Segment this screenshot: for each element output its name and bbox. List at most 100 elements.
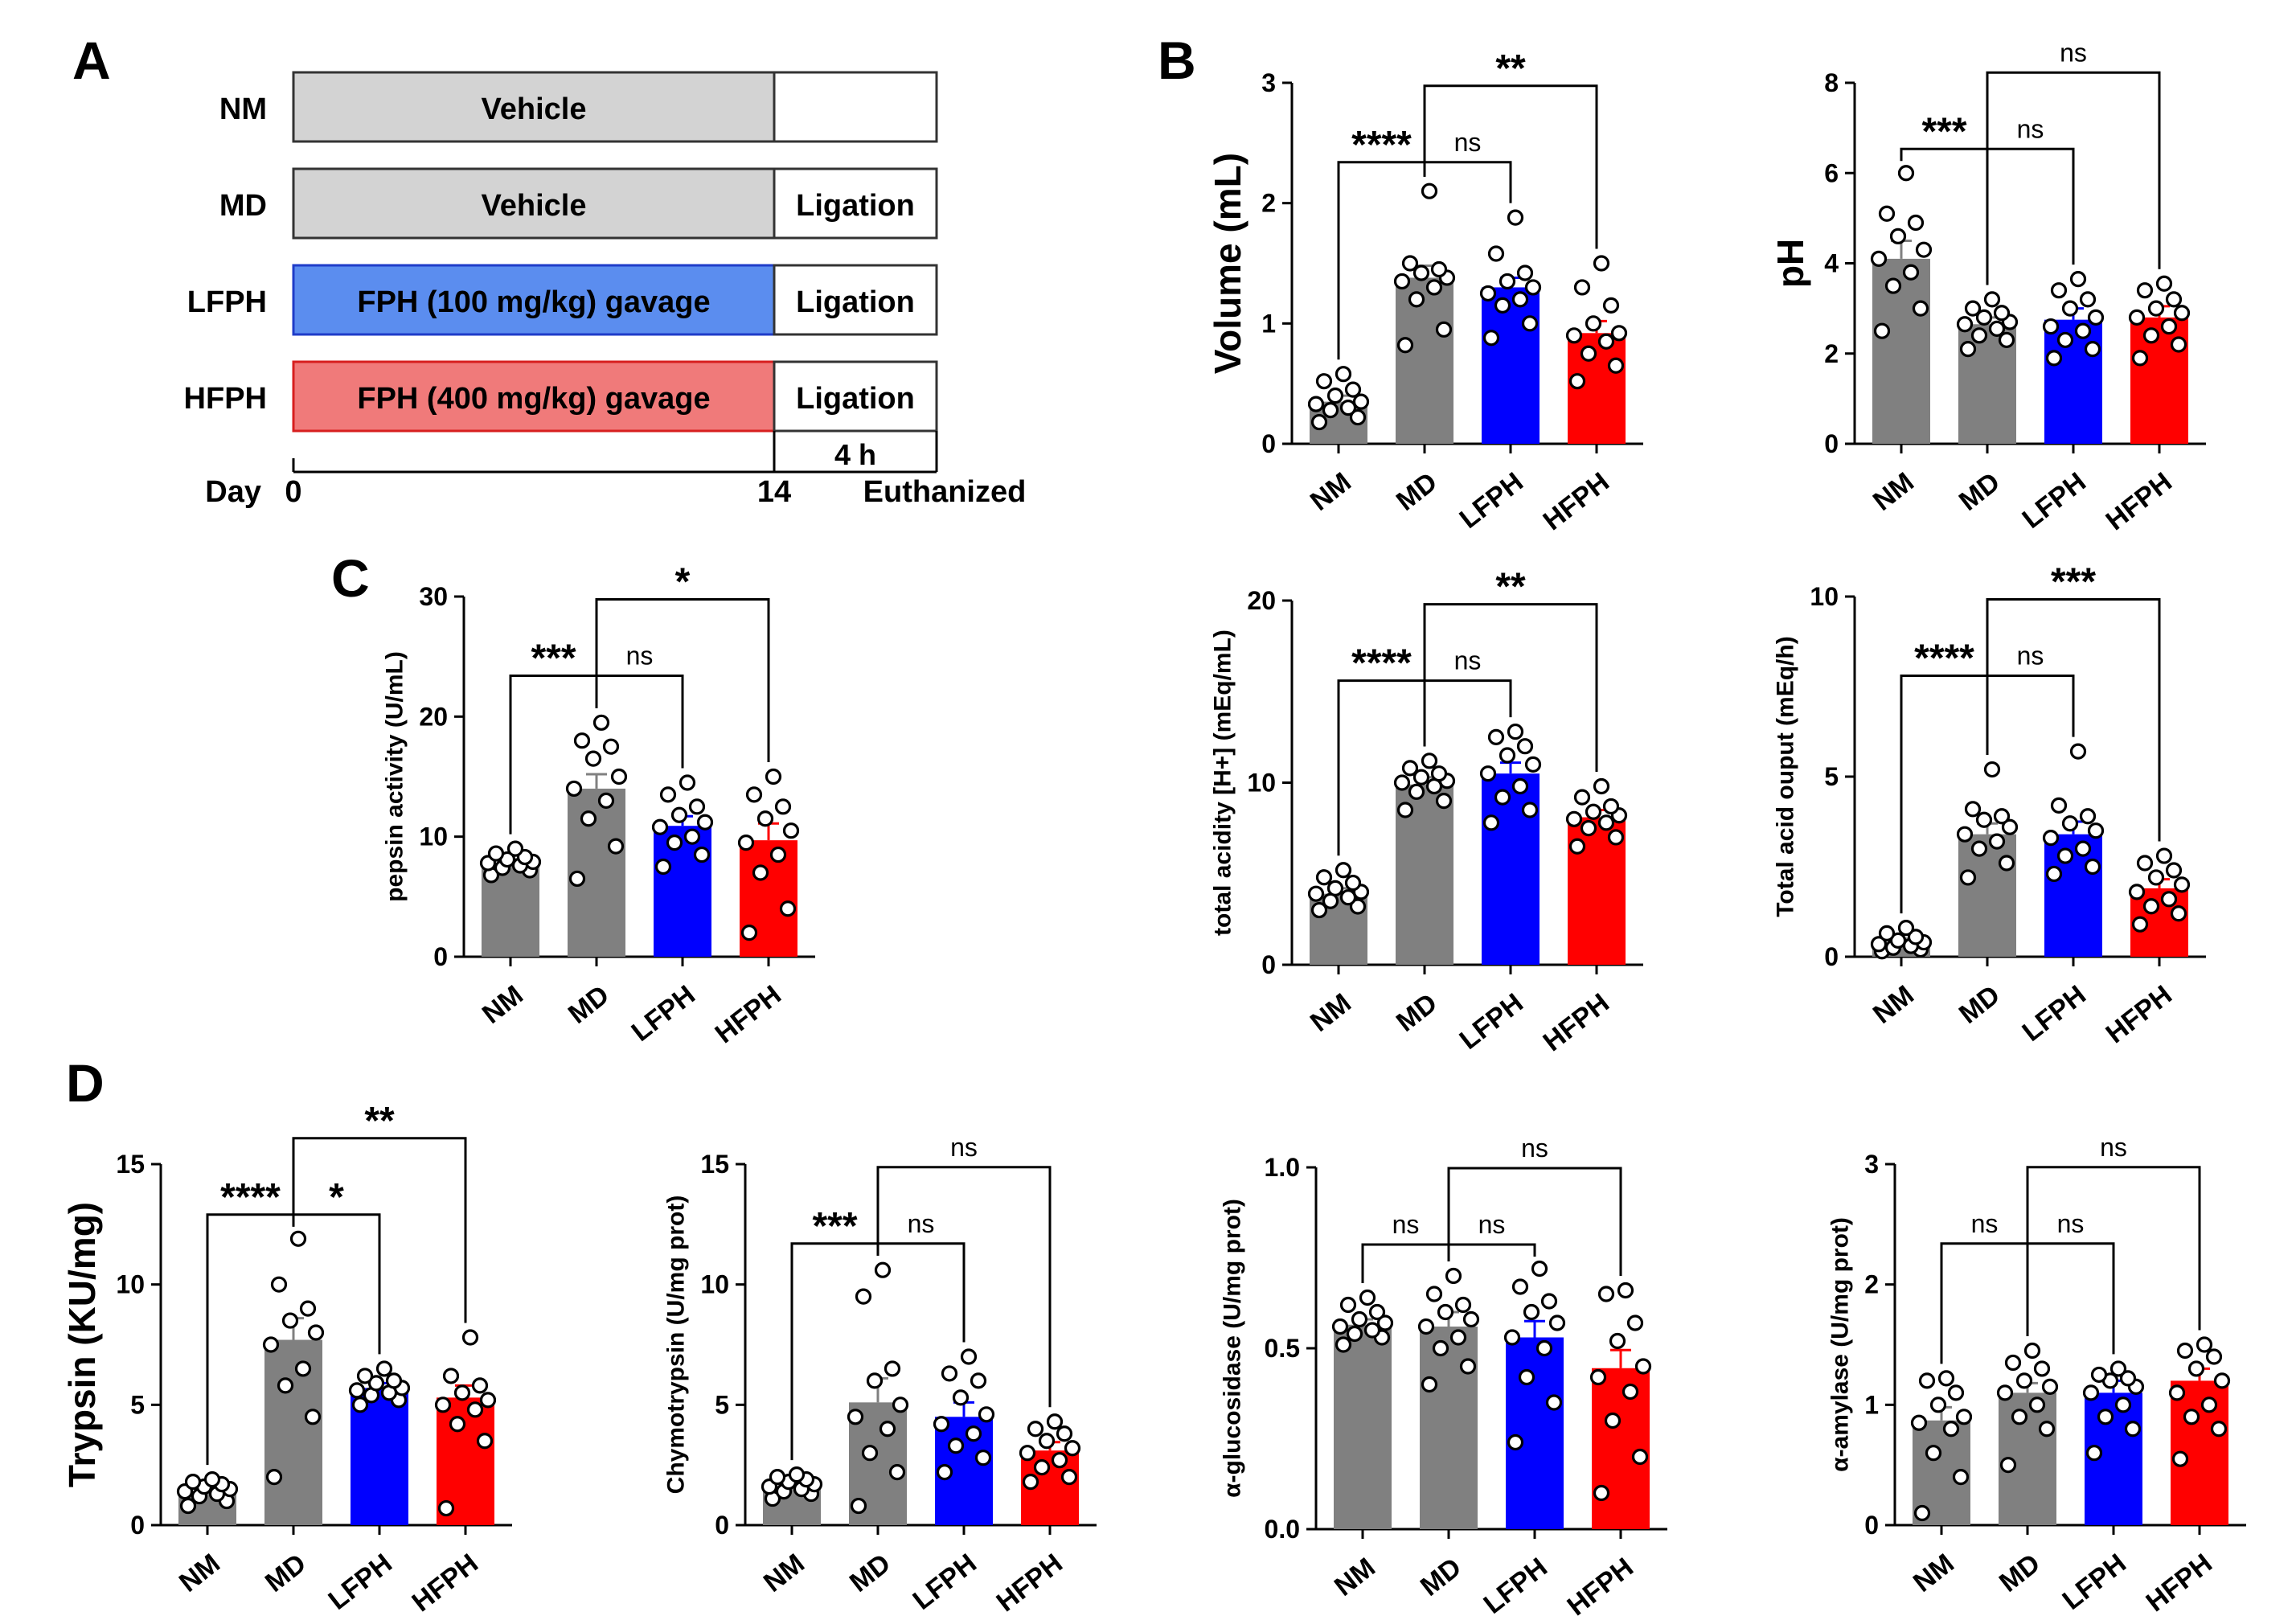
- data-point: [1511, 1278, 1529, 1295]
- data-point: [941, 1365, 958, 1382]
- y-tick-label: 10: [1247, 769, 1276, 798]
- data-point: [461, 1329, 479, 1346]
- data-point: [1593, 1484, 1610, 1502]
- significance-label: ***: [812, 1205, 857, 1248]
- protocol-treatment-label: Vehicle: [482, 189, 587, 223]
- significance-bracket: [876, 1166, 1052, 1408]
- data-point: [1479, 765, 1497, 782]
- data-point: [1310, 901, 1328, 919]
- data-point: [1925, 1445, 1942, 1462]
- data-point: [1983, 761, 2001, 778]
- bar-md: [1958, 834, 2016, 957]
- x-tick-label: LFPH: [323, 1548, 398, 1616]
- significance-label: ****: [1914, 638, 1974, 680]
- x-tick-label: LFPH: [1454, 987, 1529, 1056]
- data-point: [2142, 327, 2160, 344]
- data-point: [2015, 1372, 2033, 1389]
- y-axis-label: total acidity [H+] (mEq/mL): [1210, 630, 1236, 936]
- y-tick-label: 10: [1810, 582, 1839, 611]
- data-point: [1597, 814, 1615, 831]
- bar-nm: [1334, 1324, 1392, 1529]
- data-point: [573, 732, 591, 749]
- y-axis-label: Volume (mL): [1207, 153, 1248, 374]
- data-point: [774, 798, 792, 815]
- data-point: [884, 1360, 901, 1377]
- data-point: [2147, 300, 2165, 317]
- data-point: [1349, 408, 1367, 426]
- data-point: [2155, 275, 2173, 292]
- data-point: [1339, 1296, 1357, 1314]
- data-point: [2082, 1384, 2100, 1401]
- y-tick-label: 5: [715, 1390, 729, 1419]
- data-point: [1401, 760, 1419, 777]
- x-tick-label: HFPH: [1538, 466, 1615, 536]
- data-point: [1507, 1433, 1524, 1451]
- data-point: [1507, 723, 1524, 740]
- data-point: [1568, 373, 1586, 390]
- x-tick-label: HFPH: [2141, 1548, 2218, 1618]
- significance-bracket: [876, 1242, 966, 1343]
- significance-bracket: [595, 598, 770, 762]
- y-tick-label: 30: [419, 582, 448, 611]
- data-point: [2056, 847, 2074, 864]
- data-point: [1952, 1469, 1970, 1486]
- data-point: [688, 798, 706, 815]
- data-point: [1499, 747, 1516, 764]
- data-point: [1363, 1322, 1381, 1339]
- y-tick-label: 6: [1824, 158, 1839, 187]
- data-point: [1339, 400, 1357, 416]
- data-point: [1964, 801, 1982, 818]
- bar-lfph: [2044, 834, 2102, 957]
- data-point: [184, 1474, 202, 1491]
- data-point: [654, 858, 672, 876]
- y-tick-label: 2: [1824, 339, 1839, 368]
- data-point: [696, 814, 714, 831]
- data-point: [1326, 388, 1344, 404]
- data-point: [348, 1382, 366, 1399]
- data-point: [1408, 291, 1425, 308]
- data-point: [2136, 282, 2154, 299]
- data-point: [1432, 1339, 1449, 1357]
- x-tick-label: NM: [174, 1548, 226, 1598]
- data-point: [1607, 829, 1625, 846]
- data-point: [1878, 925, 1896, 941]
- bar-lfph: [1482, 287, 1540, 444]
- data-point: [2045, 865, 2063, 883]
- data-point: [1565, 327, 1583, 344]
- timeline-day-label: Day: [205, 475, 261, 509]
- data-point: [1344, 874, 1362, 892]
- data-point: [666, 835, 683, 851]
- significance-label: ****: [220, 1176, 281, 1219]
- data-point: [1913, 1504, 1931, 1522]
- y-tick-label: 0: [1261, 429, 1276, 458]
- data-point: [2045, 350, 2063, 367]
- data-point: [2084, 858, 2101, 876]
- data-point: [1634, 1358, 1652, 1375]
- data-point: [1516, 265, 1534, 281]
- x-tick-label: HFPH: [1562, 1552, 1639, 1620]
- bar-nm: [1872, 258, 1930, 444]
- data-point: [1524, 756, 1542, 773]
- significance-label: *: [675, 561, 691, 604]
- data-point: [1617, 1282, 1634, 1299]
- data-point: [375, 1360, 393, 1377]
- significance-label: **: [364, 1100, 395, 1142]
- data-point: [1970, 840, 1988, 857]
- x-tick-label: NM: [1305, 466, 1357, 517]
- data-point: [1421, 183, 1438, 199]
- x-tick-label: HFPH: [2101, 979, 2178, 1049]
- data-point: [769, 846, 787, 863]
- y-tick-label: 0: [1864, 1511, 1879, 1540]
- data-point: [1545, 1394, 1563, 1411]
- significance-label: ns: [2057, 1209, 2085, 1238]
- data-point: [2079, 291, 2097, 308]
- data-point: [2187, 1360, 2205, 1377]
- data-point: [1988, 833, 2006, 850]
- data-point: [2074, 840, 2092, 857]
- data-point: [970, 1372, 987, 1389]
- data-point: [1870, 250, 1888, 267]
- data-point: [1310, 413, 1328, 431]
- protocol-treatment-box: [292, 167, 776, 240]
- data-point: [1878, 205, 1896, 222]
